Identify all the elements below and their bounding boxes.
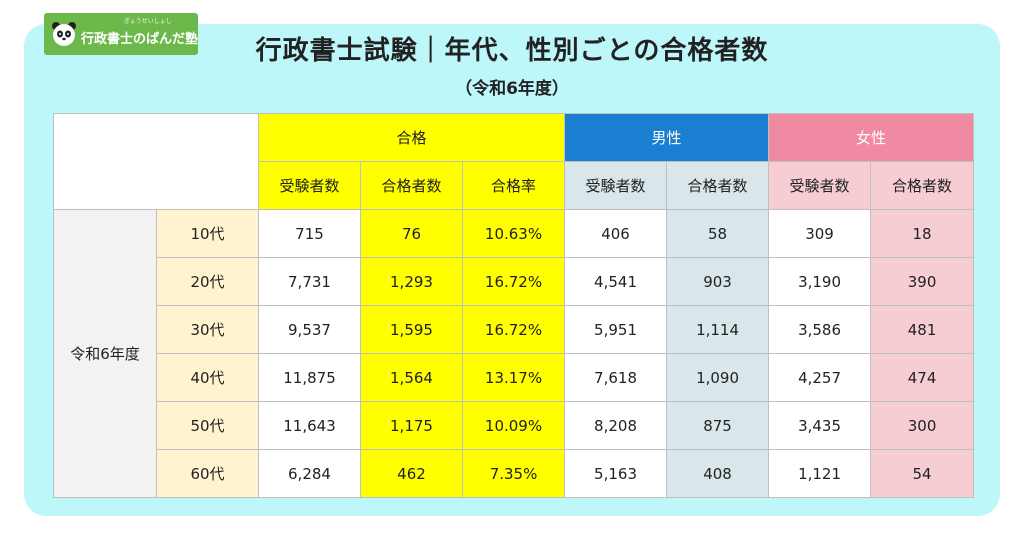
- passers-cell: 462: [360, 449, 463, 498]
- examinees-cell: 7,731: [258, 257, 361, 306]
- year-cell: 令和6年度: [53, 209, 157, 498]
- female-examinees-cell: 3,586: [768, 305, 872, 354]
- examinees-cell: 715: [258, 209, 361, 258]
- age-cell: 30代: [156, 305, 259, 354]
- subheader-passers: 合格者数: [360, 161, 463, 210]
- age-cell: 40代: [156, 353, 259, 402]
- age-cell: 10代: [156, 209, 259, 258]
- table-row: 令和6年度 10代 715 76 10.63% 406 58 309 18: [53, 209, 975, 498]
- rate-cell: 7.35%: [461, 449, 566, 498]
- male-examinees-cell: 5,951: [564, 305, 668, 354]
- examinees-cell: 11,643: [258, 401, 361, 450]
- passers-cell: 76: [360, 209, 463, 258]
- male-examinees-cell: 4,541: [564, 257, 668, 306]
- table-row: 30代 9,537 1,595 16.72% 5,951 1,114 3,586…: [54, 305, 975, 354]
- male-examinees-cell: 406: [564, 209, 668, 258]
- subheader-female-examinees: 受験者数: [768, 161, 872, 210]
- female-passers-cell: 481: [870, 305, 975, 354]
- rate-cell: 13.17%: [461, 353, 566, 402]
- page-subtitle: （令和6年度）: [455, 79, 569, 99]
- table-row: 50代 11,643 1,175 10.09% 8,208 875 3,435 …: [54, 401, 975, 450]
- female-passers-cell: 474: [870, 353, 975, 402]
- age-cell: 50代: [156, 401, 259, 450]
- table-row: 20代 7,731 1,293 16.72% 4,541 903 3,190 3…: [54, 257, 975, 306]
- passers-cell: 1,293: [360, 257, 463, 306]
- female-passers-cell: 54: [870, 449, 975, 498]
- subheader-examinees: 受験者数: [258, 161, 361, 210]
- passers-cell: 1,595: [360, 305, 463, 354]
- logo-name: 行政書士のぱんだ塾: [81, 31, 199, 47]
- subheader-male-examinees: 受験者数: [564, 161, 668, 210]
- male-passers-cell: 58: [666, 209, 770, 258]
- rate-cell: 16.72%: [461, 257, 566, 306]
- header-pass: 合格: [257, 113, 566, 162]
- table-row: 40代 11,875 1,564 13.17% 7,618 1,090 4,25…: [54, 353, 975, 402]
- male-passers-cell: 1,090: [666, 353, 770, 402]
- rate-cell: 16.72%: [461, 305, 566, 354]
- examinees-cell: 9,537: [258, 305, 361, 354]
- table-row: 60代 6,284 462 7.35% 5,163 408 1,121 54: [54, 449, 975, 498]
- male-passers-cell: 903: [666, 257, 770, 306]
- rate-cell: 10.09%: [461, 401, 566, 450]
- female-examinees-cell: 3,190: [768, 257, 872, 306]
- female-examinees-cell: 309: [768, 209, 872, 258]
- male-examinees-cell: 7,618: [564, 353, 668, 402]
- subheader-rate: 合格率: [461, 161, 566, 210]
- results-table: 合格 男性 女性 受験者数 合格者数 合格率 受験者数 合格者数 受験者数 合格…: [53, 113, 975, 498]
- page-title: 行政書士試験｜年代、性別ごとの合格者数: [255, 36, 769, 66]
- passers-cell: 1,564: [360, 353, 463, 402]
- rate-cell: 10.63%: [461, 209, 566, 258]
- male-passers-cell: 875: [666, 401, 770, 450]
- subheader-male-passers: 合格者数: [666, 161, 770, 210]
- examinees-cell: 6,284: [258, 449, 361, 498]
- age-cell: 20代: [156, 257, 259, 306]
- female-examinees-cell: 4,257: [768, 353, 872, 402]
- corner-cell: [53, 113, 259, 210]
- site-logo[interactable]: ぎょうせいしょし 行政書士のぱんだ塾: [44, 13, 198, 55]
- male-passers-cell: 408: [666, 449, 770, 498]
- age-cell: 60代: [156, 449, 259, 498]
- female-passers-cell: 390: [870, 257, 975, 306]
- female-passers-cell: 18: [870, 209, 975, 258]
- male-examinees-cell: 8,208: [564, 401, 668, 450]
- female-examinees-cell: 1,121: [768, 449, 872, 498]
- passers-cell: 1,175: [360, 401, 463, 450]
- logo-ruby: ぎょうせいしょし: [124, 18, 172, 25]
- examinees-cell: 11,875: [258, 353, 361, 402]
- female-passers-cell: 300: [870, 401, 975, 450]
- female-examinees-cell: 3,435: [768, 401, 872, 450]
- male-examinees-cell: 5,163: [564, 449, 668, 498]
- male-passers-cell: 1,114: [666, 305, 770, 354]
- header-male: 男性: [564, 113, 770, 162]
- panda-icon: [51, 21, 77, 47]
- header-female: 女性: [768, 113, 975, 162]
- subheader-female-passers: 合格者数: [870, 161, 975, 210]
